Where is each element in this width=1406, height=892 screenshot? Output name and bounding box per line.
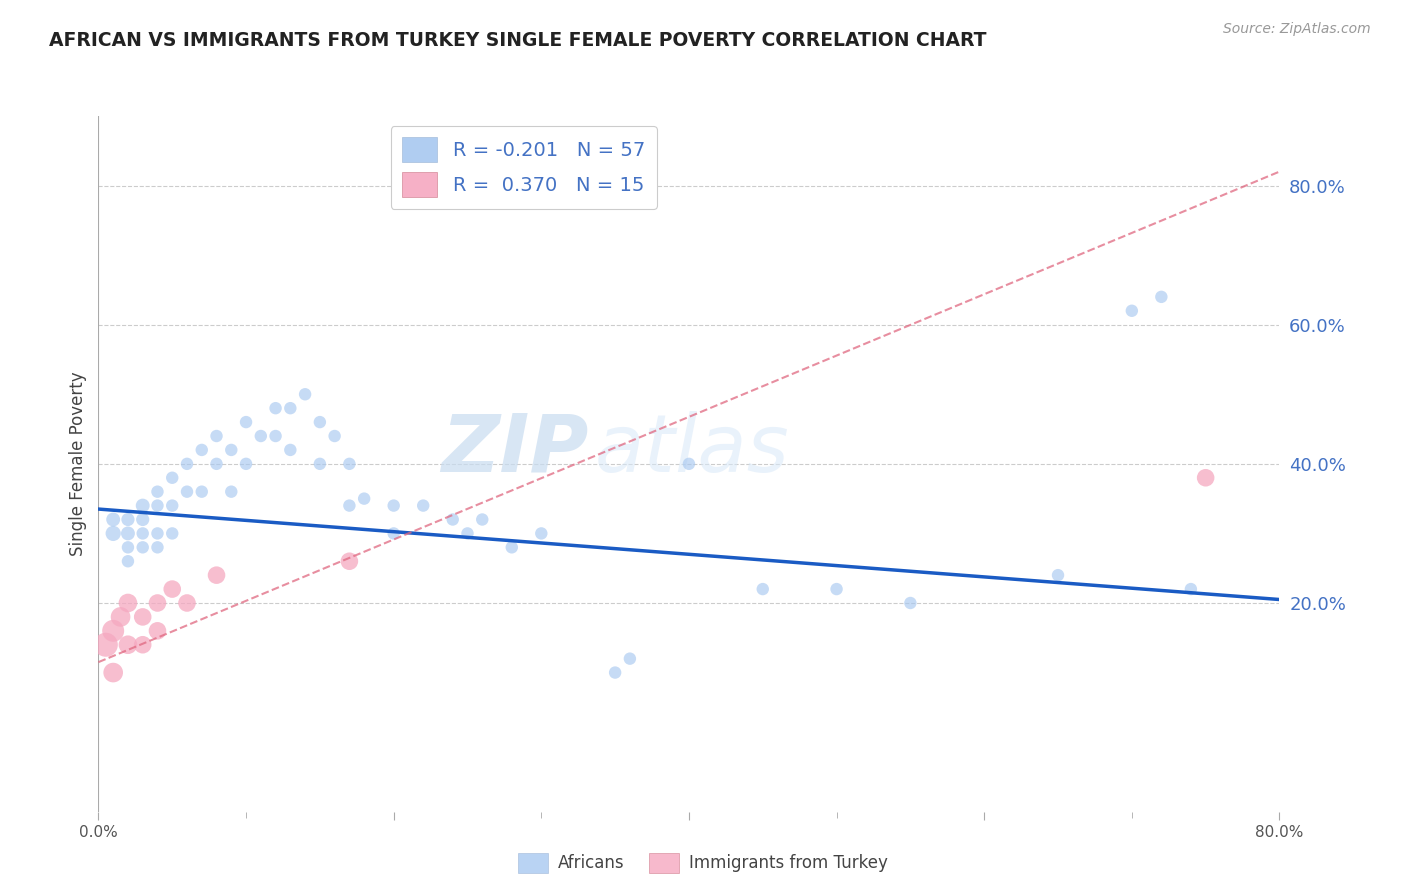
Point [117, 554, 139, 568]
Point [94, 638, 117, 652]
Point [278, 442, 302, 457]
Point [117, 541, 139, 555]
Point [235, 415, 257, 429]
Point [1150, 290, 1173, 304]
Point [605, 665, 627, 680]
Point [146, 484, 169, 499]
Point [103, 665, 125, 680]
Point [219, 484, 242, 499]
Point [530, 526, 553, 541]
Point [162, 526, 183, 541]
Point [176, 484, 198, 499]
Point [382, 526, 405, 541]
Point [678, 457, 700, 471]
Point [132, 499, 155, 513]
Point [132, 512, 155, 526]
Point [294, 387, 316, 401]
Point [619, 651, 641, 665]
Point [339, 499, 360, 513]
Point [751, 582, 773, 596]
Point [382, 499, 405, 513]
Point [162, 499, 183, 513]
Point [278, 401, 302, 416]
Text: AFRICAN VS IMMIGRANTS FROM TURKEY SINGLE FEMALE POVERTY CORRELATION CHART: AFRICAN VS IMMIGRANTS FROM TURKEY SINGLE… [49, 31, 987, 50]
Point [264, 429, 287, 443]
Point [205, 429, 228, 443]
Point [309, 415, 332, 429]
Point [103, 512, 125, 526]
Text: ZIP: ZIP [441, 411, 589, 489]
Point [264, 401, 287, 416]
Point [205, 568, 228, 582]
Point [146, 499, 169, 513]
Point [1121, 303, 1143, 318]
Point [412, 499, 434, 513]
Point [191, 442, 214, 457]
Legend: Africans, Immigrants from Turkey: Africans, Immigrants from Turkey [512, 847, 894, 880]
Text: Source: ZipAtlas.com: Source: ZipAtlas.com [1223, 22, 1371, 37]
Point [117, 512, 139, 526]
Point [117, 638, 139, 652]
Point [501, 541, 523, 555]
Point [441, 512, 464, 526]
Point [110, 610, 132, 624]
Point [132, 610, 155, 624]
Point [250, 429, 273, 443]
Point [219, 442, 242, 457]
Point [117, 526, 139, 541]
Point [146, 541, 169, 555]
Point [132, 541, 155, 555]
Point [146, 624, 169, 638]
Point [456, 526, 478, 541]
Point [146, 526, 169, 541]
Point [471, 512, 494, 526]
Point [323, 429, 346, 443]
Point [353, 491, 375, 506]
Text: atlas: atlas [595, 411, 789, 489]
Point [117, 596, 139, 610]
Point [900, 596, 922, 610]
Point [103, 624, 125, 638]
Y-axis label: Single Female Poverty: Single Female Poverty [69, 372, 87, 556]
Point [146, 596, 169, 610]
Point [103, 526, 125, 541]
Point [132, 638, 155, 652]
Point [1195, 471, 1218, 485]
Point [162, 471, 183, 485]
Point [339, 457, 360, 471]
Point [1180, 582, 1202, 596]
Point [825, 582, 848, 596]
Legend: R = -0.201   N = 57, R =  0.370   N = 15: R = -0.201 N = 57, R = 0.370 N = 15 [391, 126, 657, 209]
Point [191, 484, 214, 499]
Point [132, 526, 155, 541]
Point [162, 582, 183, 596]
Point [1046, 568, 1069, 582]
Point [339, 554, 360, 568]
Point [309, 457, 332, 471]
Point [205, 457, 228, 471]
Point [176, 596, 198, 610]
Point [235, 457, 257, 471]
Point [176, 457, 198, 471]
